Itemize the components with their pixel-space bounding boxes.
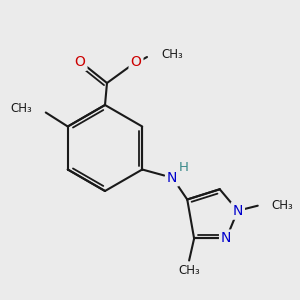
Text: N: N: [232, 204, 243, 218]
Text: CH₃: CH₃: [161, 47, 183, 61]
Text: O: O: [130, 55, 141, 69]
Text: N: N: [167, 170, 177, 184]
Text: N: N: [221, 232, 231, 245]
Text: O: O: [75, 55, 86, 69]
Text: CH₃: CH₃: [272, 199, 293, 212]
Text: CH₃: CH₃: [178, 264, 200, 277]
Text: H: H: [178, 161, 188, 174]
Text: CH₃: CH₃: [10, 102, 32, 115]
